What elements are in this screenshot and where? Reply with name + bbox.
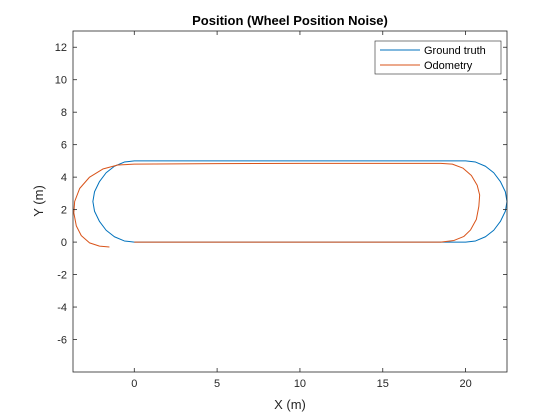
x-tick-label: 5 <box>214 378 220 390</box>
chart-title: Position (Wheel Position Noise) <box>192 13 388 28</box>
y-tick-label: 8 <box>61 107 67 119</box>
y-tick-label: 0 <box>61 237 67 249</box>
series-line-odometry <box>73 162 481 248</box>
plot-frame <box>72 30 508 373</box>
series-line-ground-truth <box>92 160 508 243</box>
y-tick-label: -2 <box>57 270 67 282</box>
ticks-layer: 0 5 10 15 20 -6 -4 -2 0 2 4 6 8 10 12 <box>55 31 507 390</box>
x-tick-label: 0 <box>131 378 137 390</box>
x-axis-label: X (m) <box>274 397 306 412</box>
y-tick-label: -4 <box>57 302 67 314</box>
y-tick-label: 12 <box>55 42 67 54</box>
y-axis-label: Y (m) <box>31 185 46 217</box>
legend-label-ground-truth: Ground truth <box>424 45 486 57</box>
legend: Ground truth Odometry <box>374 40 502 75</box>
y-tick-label: -6 <box>57 335 67 347</box>
series-layer <box>73 160 508 248</box>
y-tick-label: 10 <box>55 75 67 87</box>
x-tick-label: 15 <box>377 378 389 390</box>
y-tick-label: 6 <box>61 140 67 152</box>
x-tick-label: 10 <box>294 378 306 390</box>
x-tick-label: 20 <box>459 378 471 390</box>
legend-box <box>374 40 502 75</box>
y-tick-label: 2 <box>61 205 67 217</box>
legend-label-odometry: Odometry <box>424 60 473 72</box>
y-tick-label: 4 <box>61 172 67 184</box>
plot-area <box>73 31 507 372</box>
